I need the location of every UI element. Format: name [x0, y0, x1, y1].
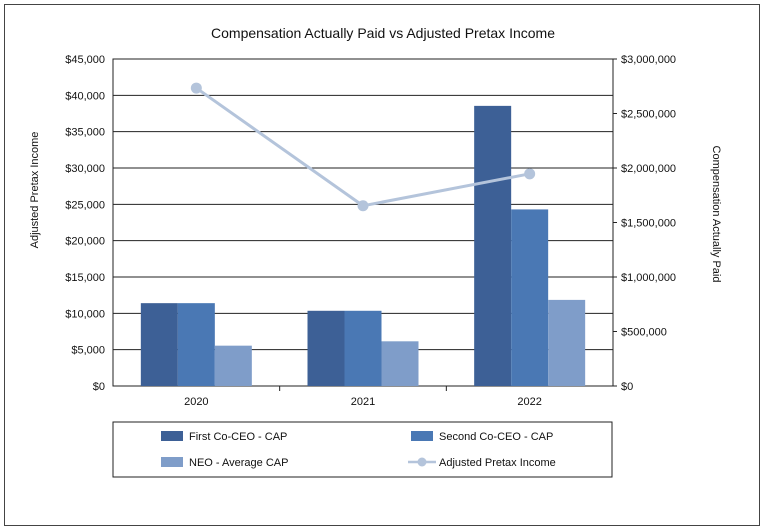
- bar: [548, 299, 586, 386]
- bars: [140, 105, 586, 387]
- left-tick-label: $40,000: [65, 90, 105, 102]
- legend-label: Second Co-CEO - CAP: [439, 431, 553, 443]
- left-tick-label: $15,000: [65, 272, 105, 284]
- left-tick-label: $25,000: [65, 199, 105, 211]
- left-tick-label: $35,000: [65, 127, 105, 139]
- legend-box: [112, 421, 613, 478]
- x-axis-ticks: 2020 2021 2022: [184, 386, 542, 408]
- pretax-income-line: [190, 82, 536, 212]
- bar: [344, 310, 382, 386]
- left-tick-label: $0: [93, 381, 105, 393]
- x-tick-label: 2020: [184, 396, 208, 408]
- x-tick-label: 2022: [517, 396, 541, 408]
- chart-title: Compensation Actually Paid vs Adjusted P…: [211, 25, 555, 41]
- legend-label: NEO - Average CAP: [189, 457, 288, 469]
- right-axis-ticks: $0 $500,000 $1,000,000 $1,500,000 $2,000,000…: [613, 54, 676, 393]
- right-tick-label: $1,500,000: [621, 218, 676, 230]
- left-axis-label: Adjusted Pretax Income: [29, 132, 41, 249]
- legend-swatch: [411, 431, 433, 441]
- bar: [177, 303, 215, 386]
- left-tick-label: $45,000: [65, 54, 105, 66]
- right-axis-label: Compensation Actually Paid: [710, 146, 722, 283]
- chart-frame: [4, 4, 760, 526]
- left-axis-ticks: $0 $5,000 $10,000 $15,000 $20,000 $25,000 $30,…: [65, 54, 105, 393]
- line-point: [190, 82, 202, 94]
- left-tick-label: $5,000: [71, 345, 105, 357]
- legend-label: Adjusted Pretax Income: [439, 457, 556, 469]
- legend-label: First Co-CEO - CAP: [189, 431, 287, 443]
- x-tick-label: 2021: [351, 396, 375, 408]
- right-tick-label: $3,000,000: [621, 54, 676, 66]
- bar: [307, 310, 345, 386]
- legend-swatch: [161, 457, 183, 467]
- right-tick-label: $0: [621, 381, 633, 393]
- left-tick-label: $20,000: [65, 236, 105, 248]
- right-tick-label: $2,000,000: [621, 163, 676, 175]
- right-tick-label: $2,500,000: [621, 109, 676, 121]
- right-tick-label: $1,000,000: [621, 272, 676, 284]
- line-point: [357, 200, 369, 212]
- bar: [381, 341, 419, 386]
- bar: [214, 345, 252, 386]
- left-tick-label: $10,000: [65, 308, 105, 320]
- right-tick-label: $500,000: [621, 327, 667, 339]
- line-point: [524, 168, 536, 180]
- bar: [511, 209, 549, 386]
- legend-marker: [417, 457, 427, 467]
- bar: [474, 105, 512, 387]
- bar: [140, 303, 178, 386]
- legend-swatch: [161, 431, 183, 441]
- left-tick-label: $30,000: [65, 163, 105, 175]
- legend: First Co-CEO - CAP Second Co-CEO - CAP NEO…: [161, 431, 556, 469]
